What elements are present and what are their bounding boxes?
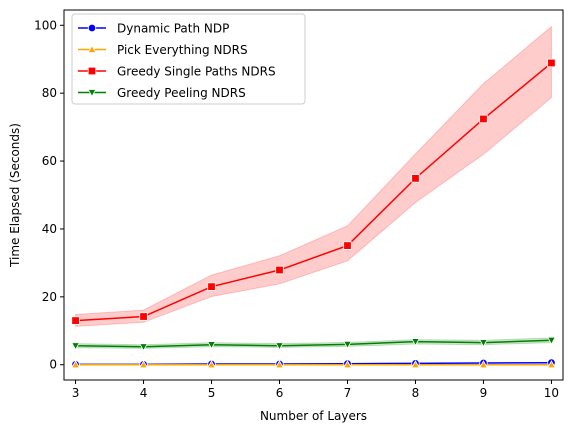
data-point: [343, 241, 352, 250]
data-point: [207, 341, 217, 350]
series-line-3: [75, 339, 552, 348]
data-point: [343, 360, 352, 369]
y-tick-label: 60: [42, 154, 57, 168]
data-point: [478, 360, 488, 369]
confidence-band-2: [75, 25, 552, 327]
y-tick-label: 80: [42, 86, 57, 100]
data-point: [207, 282, 216, 291]
data-point: [547, 58, 556, 68]
data-point: [139, 360, 149, 369]
legend-marker: [87, 23, 97, 33]
data-point: [71, 342, 81, 351]
x-tick-label: 7: [344, 386, 352, 400]
x-tick-label: 6: [276, 386, 284, 400]
legend-entry-label: Greedy Single Paths NDRS: [117, 65, 276, 79]
legend-marker: [87, 89, 97, 98]
series-lines: [75, 62, 552, 366]
data-point: [275, 342, 284, 351]
y-axis: 0 20 40 60 80 100: [34, 18, 64, 372]
y-axis-label: Time Elapsed (Seconds): [8, 123, 22, 268]
data-point: [479, 114, 488, 124]
x-tick-label: 8: [412, 386, 420, 400]
data-point: [410, 360, 420, 369]
legend-marker: [87, 66, 97, 76]
data-point: [71, 360, 81, 369]
data-point: [546, 360, 556, 369]
data-point: [411, 174, 420, 183]
x-tick-label: 5: [208, 386, 216, 400]
plot-area-frame: [63, 9, 564, 381]
data-point: [546, 336, 556, 345]
data-point: [139, 343, 149, 352]
x-tick-label: 9: [480, 386, 488, 400]
legend: Dynamic Path NDP Pick Everything NDRS Gree…: [71, 13, 306, 105]
data-point: [343, 340, 352, 349]
x-axis: 3 4 5 6 7 8 9 10: [72, 380, 559, 400]
x-tick-label: 3: [72, 386, 80, 400]
data-point: [275, 360, 284, 369]
x-tick-label: 10: [544, 386, 559, 400]
series-line-2: [75, 62, 552, 322]
legend-frame: [71, 13, 306, 105]
legend-marker: [87, 44, 97, 53]
series-markers: [71, 58, 556, 369]
y-tick-label: 100: [34, 18, 57, 32]
data-point: [275, 265, 284, 275]
data-point: [410, 338, 420, 347]
y-tick-label: 0: [49, 358, 57, 372]
x-tick-label: 4: [140, 386, 148, 400]
y-tick-label: 40: [42, 222, 57, 236]
data-point: [207, 360, 217, 369]
legend-entry-label: Greedy Peeling NDRS: [117, 86, 246, 100]
legend-entry-label: Pick Everything NDRS: [117, 43, 248, 57]
data-point: [139, 312, 148, 321]
data-point: [478, 339, 488, 348]
legend-entry-label: Dynamic Path NDP: [117, 22, 229, 36]
x-axis-label: Number of Layers: [260, 409, 367, 423]
y-tick-label: 20: [42, 290, 57, 304]
data-point: [71, 316, 80, 325]
